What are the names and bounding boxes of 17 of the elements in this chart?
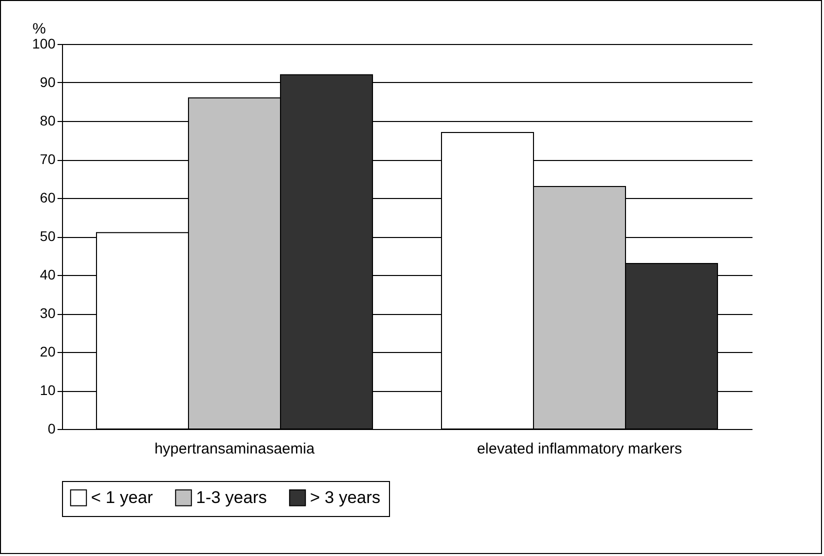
y-tick-label: 40 — [40, 266, 56, 282]
x-tick-label: hypertransaminasaemia — [154, 440, 316, 458]
y-tick-label: 30 — [40, 305, 56, 321]
y-tick-label: 50 — [40, 228, 56, 244]
y-tick-label: 20 — [40, 344, 56, 360]
y-tick-label: 100 — [32, 36, 56, 52]
legend-label: 1-3 years — [196, 488, 267, 507]
legend-label: < 1 year — [91, 488, 154, 507]
legend-label: > 3 years — [310, 488, 380, 507]
x-tick-label: elevated inflammatory markers — [476, 440, 682, 458]
y-tick-label: 90 — [40, 74, 56, 90]
y-tick-label: 60 — [40, 190, 56, 206]
y-tick-label: 70 — [40, 151, 56, 167]
y-tick-label: 10 — [40, 382, 56, 398]
y-tick-label: 0 — [48, 420, 56, 436]
y-axis-title: % — [32, 20, 46, 38]
y-tick-label: 80 — [40, 112, 56, 128]
